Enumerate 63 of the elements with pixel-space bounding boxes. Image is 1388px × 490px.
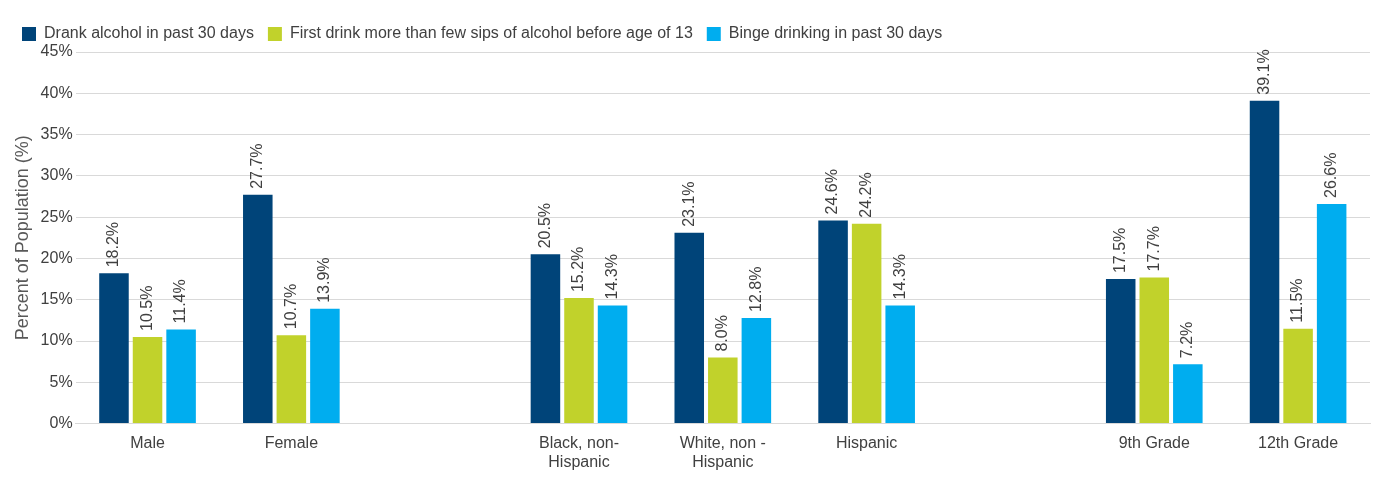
- data-label: 17.7%: [1144, 226, 1162, 272]
- x-tick-label: Hispanic: [835, 433, 898, 451]
- bar: [276, 335, 307, 424]
- bar: [674, 232, 705, 424]
- data-label: 17.5%: [1111, 227, 1129, 274]
- bar: [564, 298, 594, 424]
- y-tick-label: 0%: [49, 414, 73, 432]
- bar: [1249, 100, 1280, 424]
- data-label: 14.3%: [602, 254, 620, 300]
- bar: [818, 220, 848, 424]
- x-tick-label: 12th Grade: [1258, 433, 1339, 451]
- data-label: 39.1%: [1254, 49, 1272, 95]
- data-label: 24.2%: [857, 172, 875, 218]
- y-tick-label: 10%: [40, 331, 73, 349]
- data-label: 13.9%: [315, 257, 333, 303]
- x-tick-label: Female: [264, 433, 319, 451]
- data-label: 24.6%: [823, 169, 841, 215]
- data-label: 18.2%: [104, 221, 122, 268]
- y-tick-label: 5%: [49, 372, 73, 390]
- legend-label: Drank alcohol in past 30 days: [44, 24, 254, 42]
- bar: [1105, 279, 1136, 424]
- y-tick-label: 35%: [40, 124, 73, 142]
- x-tick-label: White, non - Hispanic: [679, 433, 766, 470]
- bar: [885, 305, 915, 424]
- data-label: 11.4%: [171, 279, 189, 324]
- data-label: 11.5%: [1288, 278, 1306, 323]
- data-label: 20.5%: [535, 202, 553, 249]
- bar: [1316, 203, 1347, 424]
- bar: [99, 273, 129, 424]
- legend-label: First drink more than few sips of alcohol before age of 13: [289, 24, 693, 42]
- bar: [741, 317, 772, 424]
- data-label: 14.3%: [890, 254, 908, 300]
- data-label: 23.1%: [679, 181, 697, 227]
- bar: [530, 254, 561, 424]
- bar: [1283, 328, 1313, 424]
- data-label: 12.8%: [746, 266, 764, 312]
- bar: [166, 329, 196, 424]
- x-tick-label: Black, non-Hispanic: [538, 433, 620, 470]
- bar: [310, 308, 340, 424]
- data-label: 26.6%: [1322, 152, 1340, 198]
- bar: [243, 194, 273, 424]
- bar: [851, 223, 882, 424]
- y-tick-label: 45%: [40, 42, 73, 60]
- y-tick-label: 30%: [40, 166, 73, 184]
- data-label: 15.2%: [569, 246, 587, 293]
- x-tick-label: 9th Grade: [1118, 433, 1190, 451]
- y-tick-label: 20%: [40, 248, 73, 266]
- data-label: 27.7%: [248, 143, 266, 189]
- y-tick-label: 40%: [40, 83, 73, 101]
- bar: [708, 357, 738, 424]
- data-label: 8.0%: [713, 315, 731, 352]
- y-tick-label: 25%: [40, 207, 73, 225]
- y-axis-title: Percent of Population (%): [11, 135, 32, 341]
- data-label: 7.2%: [1178, 321, 1196, 359]
- bar: [1139, 277, 1170, 424]
- bar: [1173, 364, 1203, 424]
- y-tick-label: 15%: [40, 290, 73, 308]
- x-tick-label: Male: [130, 433, 165, 451]
- bar: [132, 336, 163, 424]
- data-label: 10.7%: [281, 283, 299, 330]
- legend-label: Binge drinking in past 30 days: [728, 24, 943, 42]
- data-label: 10.5%: [137, 285, 155, 331]
- bar: [597, 305, 628, 424]
